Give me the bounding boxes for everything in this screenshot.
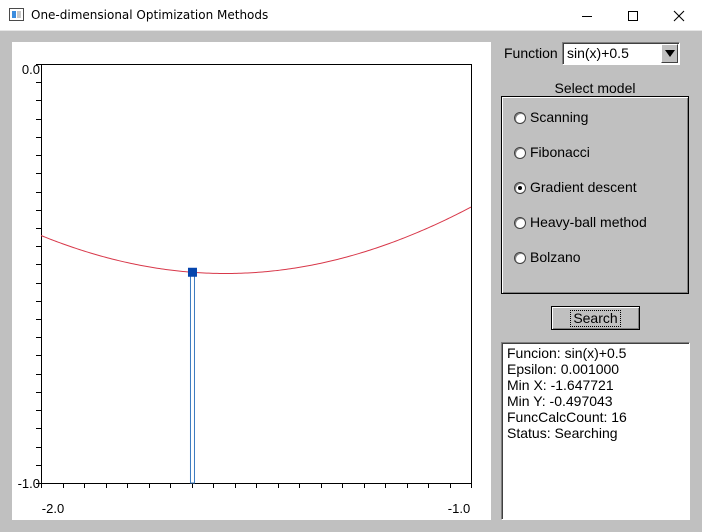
output-status: Status: Searching (507, 425, 618, 441)
plot-panel: 0.0 -1.0 -2.0 -1.0 (12, 42, 491, 520)
output-epsilon: Epsilon: 0.001000 (507, 361, 620, 377)
radio-label: Fibonacci (530, 144, 590, 160)
maximize-icon (628, 11, 638, 21)
x-tick-label-right: -1.0 (448, 501, 470, 516)
output-func-calc-count: FuncCalcCount: 16 (507, 409, 627, 425)
plot-frame (41, 64, 472, 484)
x-tick-label-left: -2.0 (42, 501, 64, 516)
close-button[interactable] (656, 0, 702, 31)
model-group-title: Select model (554, 80, 636, 96)
radio-label: Heavy-ball method (530, 214, 647, 230)
app-window-icon (9, 8, 24, 21)
chevron-down-icon[interactable] (661, 44, 678, 63)
close-icon (673, 10, 685, 22)
radio-button[interactable] (514, 147, 526, 159)
y-ticks (36, 64, 41, 484)
radio-button[interactable] (514, 217, 526, 229)
minimize-icon (582, 16, 592, 17)
search-button-label: Search (570, 310, 621, 327)
output-min-y: Min Y: -0.497043 (507, 393, 613, 409)
minimize-button[interactable] (564, 0, 610, 31)
function-curve (40, 206, 472, 274)
radio-label: Gradient descent (530, 179, 637, 195)
radio-label: Bolzano (530, 249, 581, 265)
radio-button[interactable] (514, 112, 526, 124)
y-tick-label-top: 0.0 (22, 62, 40, 77)
title-bar: One-dimensional Optimization Methods (0, 0, 702, 31)
radio-button[interactable] (514, 252, 526, 264)
radio-label: Scanning (530, 109, 589, 125)
search-button[interactable]: Search (551, 306, 640, 330)
y-tick-label-bottom: -1.0 (18, 476, 40, 491)
radio-button[interactable] (514, 182, 526, 194)
output-function: Funcion: sin(x)+0.5 (507, 345, 627, 361)
function-select-value: sin(x)+0.5 (567, 45, 629, 61)
minimum-bar (189, 271, 195, 484)
output-textbox[interactable]: Funcion: sin(x)+0.5 Epsilon: 0.001000 Mi… (501, 342, 690, 520)
function-label: Function (504, 45, 558, 61)
output-min-x: Min X: -1.647721 (507, 377, 614, 393)
window-title: One-dimensional Optimization Methods (31, 8, 269, 22)
minimum-marker (187, 267, 197, 277)
maximize-button[interactable] (610, 0, 656, 31)
function-plot: 0.0 -1.0 -2.0 -1.0 (18, 62, 472, 516)
function-select[interactable]: sin(x)+0.5 (562, 42, 680, 65)
model-radio-group: Scanning Fibonacci Gradient descent Heav… (501, 96, 689, 294)
